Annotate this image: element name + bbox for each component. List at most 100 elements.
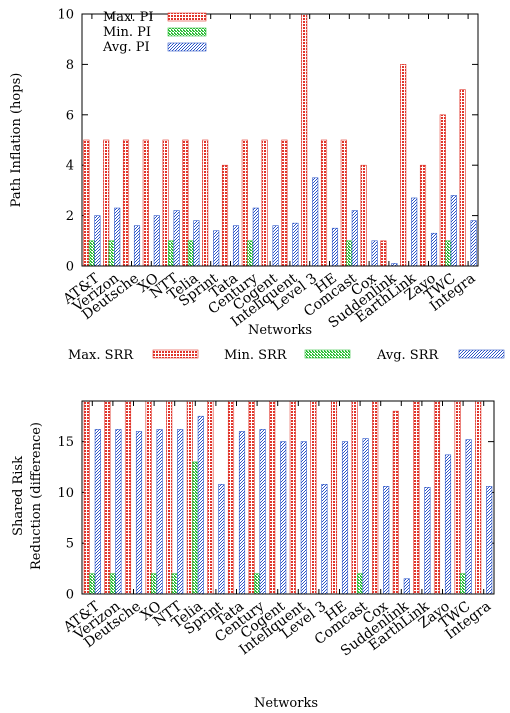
- bar-avg-suddenlink: [403, 578, 410, 595]
- bar-min-ntt: [171, 573, 178, 595]
- bar-avg-ntt: [177, 429, 184, 595]
- bar-avg-sprint: [213, 230, 220, 267]
- bar-max-level-3: [301, 13, 308, 267]
- bar-avg-at-t: [94, 429, 101, 595]
- bar-avg-deutsche: [133, 225, 141, 267]
- bar-avg-earthlink: [411, 197, 418, 267]
- bar-avg-sprint: [218, 483, 225, 595]
- bar-max-earthlink: [400, 64, 407, 267]
- bar-max-he: [320, 139, 328, 267]
- legend-label-max: Max. SRR: [68, 348, 134, 363]
- bar-max-ntt: [162, 139, 169, 267]
- bar-avg-xo: [153, 215, 160, 267]
- chart2-legend: Max. SRR Min. SRR Avg. SRR: [68, 348, 505, 363]
- y-tick-label: 4: [66, 159, 74, 174]
- y-tick-label: 6: [66, 108, 74, 123]
- bar-max-century: [241, 139, 248, 267]
- legend-swatch-min: [167, 27, 207, 37]
- bar-avg-tata: [232, 225, 240, 267]
- bar-max-cox: [360, 164, 367, 267]
- path-inflation-chart: Path Inflation (hops) Networks 0 2 4 6 8 10 A…: [9, 8, 479, 339]
- bar-min-verizon: [108, 240, 115, 267]
- bar-min-xo: [151, 573, 158, 595]
- bar-max-sprint: [202, 139, 209, 267]
- bar-avg-verizon: [114, 207, 121, 267]
- bar-avg-twc: [450, 195, 457, 267]
- bar-max-xo: [145, 400, 152, 595]
- bar-min-comcast: [346, 240, 353, 267]
- bar-avg-zayo: [444, 454, 452, 595]
- bar-max-at-t: [83, 139, 90, 267]
- bar-max-cox: [372, 400, 379, 595]
- legend-swatch-max: [152, 349, 199, 359]
- bar-min-century: [247, 240, 254, 267]
- bar-max-twc: [454, 400, 461, 595]
- bar-max-suddenlink: [392, 410, 399, 595]
- chart2-plot-frame: [81, 400, 495, 595]
- bar-max-xo: [142, 139, 149, 267]
- bar-avg-tata: [238, 431, 246, 595]
- bar-avg-earthlink: [424, 487, 431, 595]
- bar-max-comcast: [340, 139, 347, 267]
- bar-min-comcast: [357, 573, 364, 595]
- bar-min-twc: [460, 573, 467, 595]
- y-tick-label: 2: [66, 209, 74, 224]
- bar-max-deutsche: [122, 139, 130, 267]
- bar-max-zayo: [433, 400, 441, 595]
- bar-max-verizon: [103, 139, 110, 267]
- y-tick-label: 0: [66, 260, 74, 275]
- bar-min-verizon: [109, 573, 116, 595]
- bar-avg-century: [252, 207, 259, 267]
- chart1-y-axis-label: Path Inflation (hops): [9, 73, 24, 208]
- bar-avg-comcast: [351, 210, 358, 267]
- bar-avg-inteliquent: [300, 441, 307, 595]
- legend-label-min: Min. PI: [103, 25, 151, 40]
- bar-min-ntt: [168, 240, 175, 267]
- bar-max-telia: [182, 139, 189, 267]
- bar-max-cogent: [269, 400, 276, 595]
- legend-swatch-min: [304, 349, 351, 359]
- bar-avg-level-3: [312, 177, 319, 267]
- bar-avg-ntt: [173, 210, 180, 267]
- legend-label-max: Max. PI: [103, 10, 154, 25]
- y-tick-label: 5: [66, 537, 74, 552]
- bar-min-twc: [445, 240, 452, 267]
- bar-max-he: [330, 400, 338, 595]
- bar-avg-telia: [193, 220, 200, 267]
- bar-min-century: [254, 573, 261, 595]
- chart2-ticks: 0 5 10 15: [57, 401, 494, 603]
- legend-swatch-max: [167, 12, 207, 22]
- bar-min-at-t: [88, 240, 95, 267]
- bar-max-tata: [227, 400, 235, 595]
- bar-avg-verizon: [115, 429, 122, 595]
- bar-max-inteliquent: [289, 400, 296, 595]
- y-tick-label: 15: [57, 435, 74, 450]
- bar-avg-level-3: [321, 483, 328, 595]
- legend-swatch-avg: [458, 349, 505, 359]
- bar-max-at-t: [83, 400, 90, 595]
- bar-avg-twc: [465, 439, 472, 595]
- bar-max-inteliquent: [281, 139, 288, 267]
- legend-label-avg: Avg. SRR: [376, 348, 439, 363]
- chart1-x-axis-label: Networks: [248, 323, 312, 338]
- chart2-x-tick-labels: AT&TVerizonDeutscheXONTTTeliaSprintTataC…: [60, 598, 494, 659]
- bar-avg-inteliquent: [292, 222, 299, 267]
- bar-avg-cogent: [280, 441, 287, 595]
- chart2-y-axis-label-line2: Reduction (difference): [29, 422, 44, 570]
- bar-avg-comcast: [362, 438, 369, 595]
- shared-risk-chart: Shared Risk Reduction (difference) Netwo…: [11, 348, 505, 711]
- bar-avg-cox: [383, 486, 390, 595]
- bar-avg-integra: [486, 486, 493, 595]
- bar-avg-he: [331, 227, 339, 267]
- bar-avg-xo: [156, 429, 163, 595]
- bar-avg-century: [259, 429, 266, 595]
- bar-min-telia: [192, 461, 199, 595]
- bar-min-at-t: [89, 573, 96, 595]
- bar-max-level-3: [310, 400, 317, 595]
- bar-avg-he: [341, 441, 349, 595]
- bar-max-verizon: [104, 400, 111, 595]
- bar-avg-zayo: [430, 232, 438, 267]
- bar-min-telia: [187, 240, 194, 267]
